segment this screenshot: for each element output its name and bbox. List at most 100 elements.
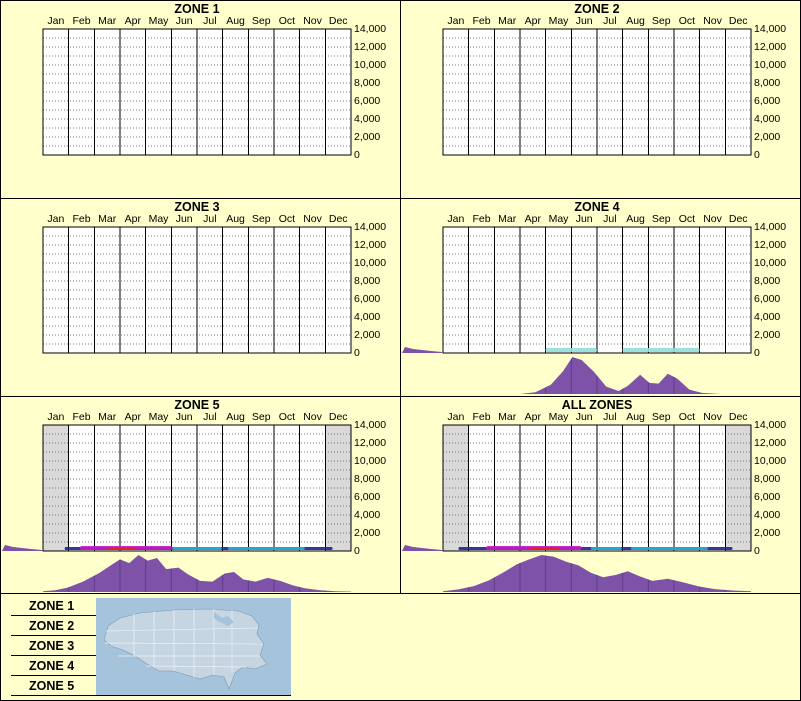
month-label: Sep — [651, 213, 671, 225]
month-label: Dec — [728, 411, 748, 423]
month-axis: Jan Feb Mar Apr May Jun Jul Aug Sep Oct Nov Dec — [443, 213, 751, 226]
legend: ZONE 1 ZONE 2 ZONE 3 ZONE 4 ZONE 5 — [1, 594, 800, 700]
panel-title: ZONE 2 — [574, 2, 620, 16]
panel-title: ALL ZONES — [561, 398, 633, 412]
month-label: Feb — [472, 411, 491, 423]
plot-grid — [402, 424, 752, 592]
month-label: Oct — [278, 213, 296, 225]
month-label: Jul — [203, 213, 217, 225]
us-map — [96, 598, 291, 695]
month-label: May — [148, 213, 169, 225]
month-label: Sep — [251, 213, 271, 225]
month-label: Jul — [603, 213, 617, 225]
panel-all-zones: ALL ZONES Jan Feb Mar Apr May Jun Jul Aug Sep Oct… — [401, 397, 800, 593]
y-tick-label: 6,000 — [754, 491, 781, 503]
map-great-lakes — [214, 612, 234, 626]
month-label: Mar — [98, 213, 117, 225]
y-tick-label: 8,000 — [754, 275, 781, 287]
month-label: Nov — [303, 15, 322, 27]
panel-title: ZONE 5 — [174, 398, 220, 412]
y-tick-label: 10,000 — [354, 257, 387, 269]
month-label: Dec — [728, 15, 748, 27]
month-label: Aug — [626, 213, 645, 225]
panel-zone-2: ZONE 2 Jan Feb Mar Apr May Jun Jul Aug Sep Oct Nov… — [401, 1, 800, 198]
panel-zone-5: ZONE 5 Jan Feb Mar Apr May Jun Jul Aug Sep Oct Nov… — [1, 397, 400, 593]
y-axis: 14,000 12,000 10,000 8,000 6,000 4,000 2,000 0 — [354, 199, 400, 396]
panel-zone-1: ZONE 1 Jan Feb Mar Apr May Jun Jul Aug Sep Oct Nov… — [1, 1, 400, 198]
y-axis: 14,000 12,000 10,000 8,000 6,000 4,000 2,000 0 — [354, 397, 400, 593]
month-label: Oct — [678, 15, 696, 27]
y-tick-label: 2,000 — [354, 131, 381, 143]
month-label: May — [548, 213, 569, 225]
month-axis: Jan Feb Mar Apr May Jun Jul Aug Sep Oct Nov Dec — [43, 411, 351, 424]
y-tick-label: 4,000 — [354, 113, 381, 125]
month-label: Apr — [524, 15, 542, 27]
y-tick-label: 4,000 — [354, 311, 381, 323]
y-tick-label: 0 — [754, 545, 760, 557]
y-tick-label: 0 — [754, 347, 760, 359]
month-label: Feb — [472, 213, 491, 225]
month-axis: Jan Feb Mar Apr May Jun Jul Aug Sep Oct Nov Dec — [43, 213, 351, 226]
y-tick-label: 14,000 — [754, 23, 787, 35]
y-tick-label: 0 — [354, 347, 360, 359]
month-label: Nov — [303, 213, 322, 225]
month-label: Sep — [251, 15, 271, 27]
y-tick-label: 4,000 — [754, 113, 781, 125]
y-tick-label: 2,000 — [754, 527, 781, 539]
y-tick-label: 4,000 — [754, 311, 781, 323]
month-label: Jun — [575, 411, 593, 423]
y-tick-label: 8,000 — [354, 473, 381, 485]
month-label: Dec — [328, 15, 348, 27]
month-label: Apr — [124, 15, 142, 27]
month-label: Sep — [651, 15, 671, 27]
month-label: Dec — [728, 213, 748, 225]
y-tick-label: 14,000 — [754, 419, 787, 431]
month-label: Jul — [203, 15, 217, 27]
y-tick-label: 0 — [354, 545, 360, 557]
y-tick-label: 4,000 — [754, 509, 781, 521]
month-label: Apr — [524, 213, 542, 225]
y-tick-label: 12,000 — [354, 239, 387, 251]
y-tick-label: 14,000 — [354, 419, 387, 431]
legend-zone-2-label: ZONE 2 — [29, 619, 75, 633]
month-label: Sep — [251, 411, 271, 423]
plot-grid — [42, 226, 352, 354]
month-label: May — [148, 411, 169, 423]
month-label: Oct — [278, 15, 296, 27]
month-label: Jun — [175, 15, 193, 27]
month-label: Jul — [603, 411, 617, 423]
month-label: Jan — [447, 411, 465, 423]
y-tick-label: 2,000 — [354, 329, 381, 341]
y-tick-label: 8,000 — [754, 77, 781, 89]
month-label: Jul — [603, 15, 617, 27]
month-label: Nov — [303, 411, 322, 423]
y-tick-label: 4,000 — [354, 509, 381, 521]
legend-zone-3-label: ZONE 3 — [29, 639, 75, 653]
y-tick-label: 10,000 — [354, 455, 387, 467]
month-label: Mar — [498, 213, 517, 225]
y-tick-label: 2,000 — [754, 329, 781, 341]
month-label: Oct — [278, 411, 296, 423]
month-label: Nov — [703, 15, 722, 27]
y-tick-label: 8,000 — [354, 77, 381, 89]
month-label: Mar — [498, 15, 517, 27]
panel-title: ZONE 4 — [574, 200, 620, 214]
month-label: Sep — [651, 411, 671, 423]
y-axis: 14,000 12,000 10,000 8,000 6,000 4,000 2,000 0 — [754, 1, 800, 198]
month-label: Jan — [47, 15, 65, 27]
month-label: Aug — [226, 213, 245, 225]
legend-zone-1-label: ZONE 1 — [29, 599, 75, 613]
month-axis: Jan Feb Mar Apr May Jun Jul Aug Sep Oct Nov Dec — [43, 15, 351, 28]
month-label: Feb — [72, 411, 91, 423]
y-tick-label: 10,000 — [754, 257, 787, 269]
month-label: Mar — [98, 15, 117, 27]
y-tick-label: 14,000 — [354, 221, 387, 233]
y-tick-label: 12,000 — [754, 437, 787, 449]
legend-row-zone-5: ZONE 5 — [11, 676, 291, 696]
plot-grid — [402, 226, 752, 394]
y-tick-label: 10,000 — [754, 59, 787, 71]
y-tick-label: 6,000 — [354, 95, 381, 107]
month-label: Jun — [575, 15, 593, 27]
y-tick-label: 10,000 — [354, 59, 387, 71]
